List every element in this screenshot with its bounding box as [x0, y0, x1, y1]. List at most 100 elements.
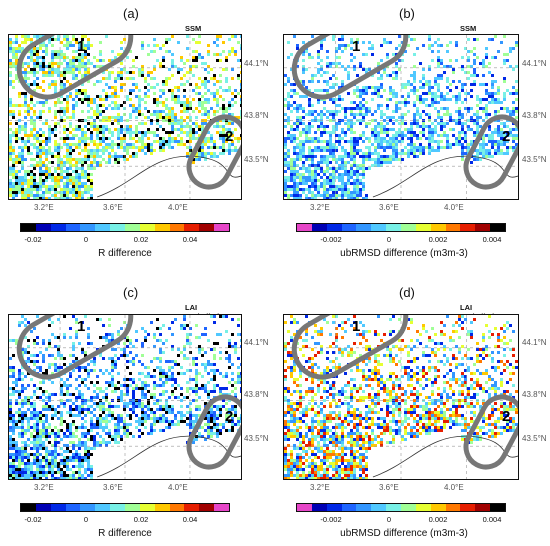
lat-tick: 44.1°N [522, 59, 547, 68]
lon-tick: 3.2°E [310, 483, 330, 492]
colorbar-title: ubRMSD difference (m3m-3) [340, 528, 468, 539]
lat-tick: 43.8°N [522, 111, 547, 120]
colorbar-tick: 0 [386, 515, 392, 524]
colorbar-tick: -0.02 [24, 515, 42, 524]
colorbar-swatch [35, 504, 51, 511]
colorbar-swatch [169, 504, 185, 511]
colorbar-swatch [184, 504, 200, 511]
region-label: 2 [502, 128, 510, 145]
colorbar-tick: 0.002 [428, 235, 448, 244]
colorbar-swatch [80, 504, 96, 511]
colorbar [296, 503, 506, 512]
colorbar-swatch [139, 224, 155, 231]
colorbar-tick: 0 [83, 515, 89, 524]
lon-tick: 4.0°E [168, 483, 188, 492]
colorbar-swatch [490, 504, 506, 511]
lon-tick: 3.2°E [34, 203, 54, 212]
colorbar-swatch [311, 504, 327, 511]
colorbar-swatch [371, 504, 387, 511]
colorbar-tick: 0.004 [482, 235, 502, 244]
panel-label: (d) [399, 285, 415, 300]
lon-tick: 4.0°E [168, 203, 188, 212]
lat-tick: 43.8°N [244, 111, 269, 120]
colorbar [20, 503, 230, 512]
lat-tick: 43.5°N [522, 155, 547, 164]
colorbar-swatch [460, 224, 476, 231]
colorbar-swatch [110, 224, 126, 231]
region-2-outline [186, 114, 241, 190]
colorbar-swatch [475, 504, 491, 511]
colorbar-swatch [297, 504, 312, 511]
colorbar-swatch [430, 504, 446, 511]
colorbar-swatch [95, 504, 111, 511]
colorbar-swatch [65, 504, 81, 511]
map-raster: 12 [284, 315, 518, 479]
region-1-outline [16, 315, 134, 380]
colorbar-title: R difference [98, 528, 152, 539]
colorbar-swatch [475, 224, 491, 231]
lon-tick: 3.2°E [310, 203, 330, 212]
colorbar-swatch [341, 224, 357, 231]
lon-tick: 4.0°E [444, 483, 464, 492]
colorbar-swatch [169, 224, 185, 231]
colorbar-swatch [125, 504, 140, 511]
lon-tick: 4.0°E [444, 203, 464, 212]
colorbar-swatch [21, 224, 36, 231]
lon-tick: 3.6°E [103, 483, 123, 492]
colorbar-swatch [415, 504, 431, 511]
colorbar-swatch [50, 224, 66, 231]
region-1-outline [16, 35, 134, 100]
colorbar-swatch [110, 504, 126, 511]
colorbar-tick: 0 [83, 235, 89, 244]
colorbar-swatch [341, 504, 357, 511]
lon-tick: 3.6°E [103, 203, 123, 212]
colorbar-swatch [415, 224, 431, 231]
colorbar-swatch [199, 224, 215, 231]
colorbar-tick: -0.002 [320, 235, 342, 244]
region-label: 1 [77, 318, 85, 335]
colorbar-title: R difference [98, 248, 152, 259]
region-1-outline [291, 35, 409, 100]
lat-tick: 43.5°N [244, 434, 269, 443]
colorbar [296, 223, 506, 232]
colorbar-tick: -0.02 [24, 235, 42, 244]
region-label: 1 [352, 38, 360, 55]
colorbar-swatch [326, 504, 342, 511]
colorbar-tick: 0 [386, 235, 392, 244]
lat-tick: 43.5°N [244, 155, 269, 164]
colorbar-swatch [214, 504, 230, 511]
region-2-outline [463, 394, 518, 470]
colorbar-tick: 0.02 [133, 515, 149, 524]
lon-tick: 3.6°E [379, 483, 399, 492]
lat-tick: 44.1°N [522, 338, 547, 347]
panel-label: (c) [123, 285, 139, 300]
lon-tick: 3.6°E [379, 203, 399, 212]
lat-tick: 43.8°N [522, 390, 547, 399]
colorbar-swatch [199, 504, 215, 511]
lat-tick: 43.8°N [244, 390, 269, 399]
map-raster: 12 [9, 315, 241, 479]
colorbar-swatch [401, 224, 416, 231]
panel-label: (b) [399, 6, 415, 21]
colorbar-swatch [80, 224, 96, 231]
colorbar-swatch [356, 504, 372, 511]
colorbar-swatch [154, 504, 170, 511]
colorbar-tick: 0.04 [182, 515, 198, 524]
lat-tick: 44.1°N [244, 338, 269, 347]
colorbar-swatch [356, 224, 372, 231]
lon-tick: 3.2°E [34, 483, 54, 492]
map-raster: 12 [9, 35, 241, 199]
colorbar-swatch [311, 224, 327, 231]
colorbar-tick: -0.002 [320, 515, 342, 524]
colorbar-swatch [50, 504, 66, 511]
colorbar-swatch [297, 224, 312, 231]
colorbar-tick: 0.002 [428, 515, 448, 524]
colorbar-swatch [386, 224, 402, 231]
colorbar-swatch [401, 504, 416, 511]
map-raster: 12 [284, 35, 518, 199]
region-label: 1 [352, 318, 360, 335]
region-2-outline [463, 114, 518, 190]
colorbar-swatch [326, 224, 342, 231]
